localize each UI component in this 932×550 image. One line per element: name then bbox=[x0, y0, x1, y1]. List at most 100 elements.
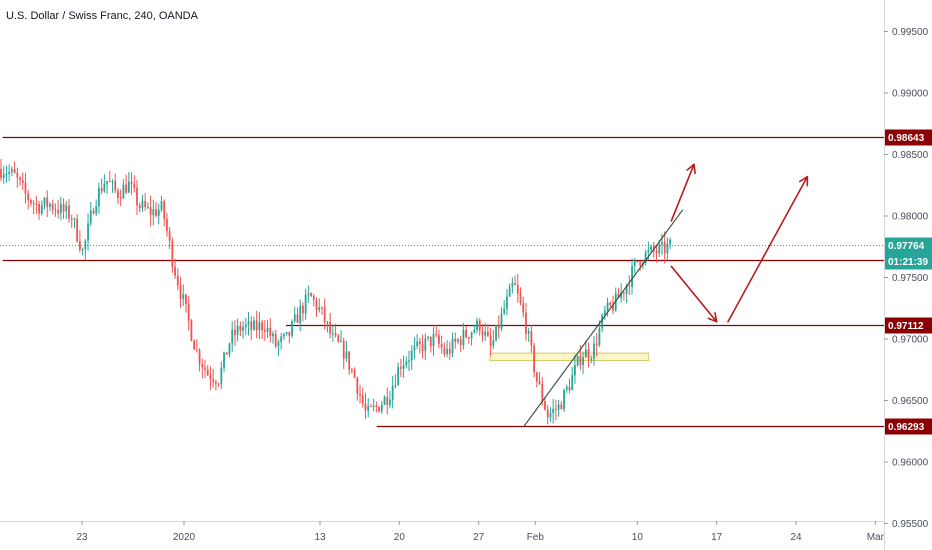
candle-down bbox=[554, 408, 557, 410]
candle-down bbox=[117, 190, 119, 198]
candle-down bbox=[519, 293, 522, 303]
candle-up bbox=[95, 206, 98, 214]
candle-down bbox=[263, 330, 266, 332]
candle-down bbox=[21, 180, 24, 183]
candle-up bbox=[160, 201, 163, 210]
candle-up bbox=[242, 327, 244, 331]
candle-up bbox=[394, 385, 397, 387]
level-price-badge-bg bbox=[885, 317, 932, 334]
candle-down bbox=[179, 285, 182, 299]
price-axis[interactable]: 0.99500 0.99000 0.98500 0.98000 0.97500 0.970… bbox=[884, 27, 929, 530]
candle-down bbox=[622, 292, 625, 294]
candle-up bbox=[457, 339, 459, 342]
candle-down bbox=[399, 367, 402, 369]
candle-up bbox=[280, 336, 283, 343]
candle-down bbox=[514, 283, 516, 285]
candle-down bbox=[239, 325, 242, 331]
candle-up bbox=[247, 321, 250, 325]
time-axis[interactable]: 23 2020 13 20 27 Feb 10 17 24 Mar bbox=[76, 521, 885, 543]
candle-up bbox=[8, 172, 11, 175]
candle-up bbox=[277, 342, 280, 347]
candle-up bbox=[620, 292, 623, 298]
candle-down bbox=[568, 386, 571, 391]
candle-up bbox=[73, 218, 76, 220]
candle-up bbox=[584, 349, 587, 358]
candle-down bbox=[198, 350, 201, 364]
price-tick-label: 0.99500 bbox=[892, 27, 929, 38]
time-tick-label: 27 bbox=[473, 532, 485, 543]
candle-down bbox=[225, 352, 228, 355]
candle-up bbox=[318, 307, 321, 310]
candle-down bbox=[217, 383, 220, 385]
candle-down bbox=[212, 379, 215, 382]
candle-up bbox=[601, 314, 604, 329]
candle-down bbox=[250, 321, 253, 330]
candle-down bbox=[350, 369, 353, 371]
candle-up bbox=[285, 331, 288, 335]
candle-down bbox=[144, 201, 147, 208]
candle-up bbox=[397, 367, 400, 386]
candle-up bbox=[405, 361, 408, 366]
candle-down bbox=[639, 261, 642, 266]
projection-arrow bbox=[727, 175, 809, 323]
level-price-badge: 0.98643 bbox=[888, 133, 925, 144]
candle-down bbox=[166, 218, 168, 232]
candle-up bbox=[291, 321, 293, 336]
candle-up bbox=[661, 241, 663, 245]
candle-up bbox=[424, 338, 427, 352]
candle-down bbox=[312, 296, 315, 300]
price-tick-label: 0.97500 bbox=[892, 273, 929, 284]
candle-up bbox=[484, 331, 487, 336]
candle-up bbox=[40, 205, 43, 214]
candle-down bbox=[46, 197, 49, 207]
candle-up bbox=[84, 240, 87, 250]
candle-up bbox=[111, 181, 114, 183]
candle-down bbox=[655, 251, 658, 254]
candle-down bbox=[329, 321, 332, 334]
candle-down bbox=[628, 285, 631, 287]
candle-down bbox=[70, 218, 73, 220]
candle-down bbox=[353, 369, 356, 378]
candle-up bbox=[10, 169, 13, 173]
price-tick-label: 0.97000 bbox=[892, 335, 929, 346]
candle-up bbox=[413, 346, 416, 351]
candle-down bbox=[288, 331, 291, 336]
chart-title: U.S. Dollar / Swiss Franc, 240, OANDA bbox=[6, 10, 199, 22]
candle-down bbox=[51, 203, 54, 210]
candle-down bbox=[269, 327, 272, 337]
projection-arrow-head bbox=[798, 175, 809, 187]
candle-down bbox=[54, 209, 57, 211]
candle-up bbox=[647, 249, 650, 253]
price-tick-label: 0.98000 bbox=[892, 212, 929, 223]
candle-up bbox=[380, 404, 383, 412]
candle-down bbox=[68, 205, 70, 219]
candle-up bbox=[574, 365, 576, 376]
candle-up bbox=[563, 389, 565, 410]
candle-down bbox=[481, 330, 484, 336]
time-tick-label: 17 bbox=[711, 532, 723, 543]
candle-up bbox=[500, 313, 503, 329]
candle-up bbox=[272, 333, 274, 337]
candle-countdown-badge: 01:21:39 bbox=[888, 257, 928, 268]
candle-up bbox=[658, 244, 661, 254]
candle-down bbox=[546, 409, 549, 418]
candle-up bbox=[89, 210, 92, 224]
candle-up bbox=[470, 332, 473, 339]
candle-down bbox=[342, 340, 345, 359]
candle-up bbox=[367, 405, 370, 411]
candle-down bbox=[108, 181, 111, 183]
candle-down bbox=[261, 322, 264, 331]
candle-up bbox=[633, 260, 636, 266]
price-tick-label: 0.96000 bbox=[892, 458, 929, 469]
current-price-badge: 0.97764 bbox=[888, 241, 925, 252]
candle-up bbox=[603, 310, 606, 315]
candle-up bbox=[49, 203, 51, 207]
candle-down bbox=[435, 334, 438, 336]
current-price-badge-bg bbox=[885, 237, 932, 254]
candle-down bbox=[255, 320, 258, 331]
candle-up bbox=[666, 243, 669, 254]
candle-up bbox=[5, 174, 8, 176]
candle-down bbox=[296, 314, 299, 323]
candle-up bbox=[103, 183, 106, 192]
